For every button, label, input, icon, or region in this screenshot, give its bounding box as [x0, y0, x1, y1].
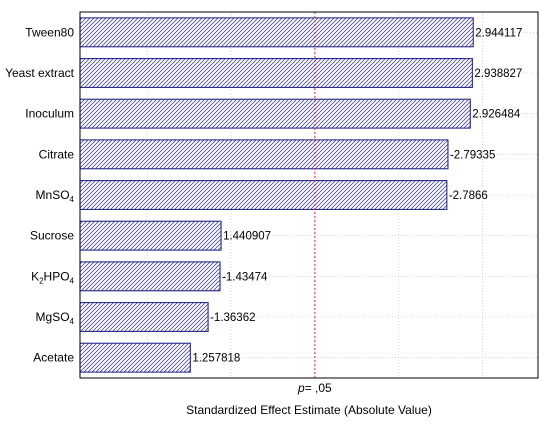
bars — [79, 17, 474, 373]
category-label: MnSO4 — [36, 188, 75, 204]
category-labels: Tween80 Yeast extract Inoculum Citrate MnSO4… — [5, 25, 75, 364]
plot-frame — [79, 11, 539, 379]
bar-mnso4 — [79, 180, 448, 210]
bar-k2hpo4 — [79, 261, 221, 292]
category-label: Sucrose — [30, 229, 74, 243]
data-label: 2.938827 — [474, 68, 522, 80]
bar-inoculum — [79, 98, 471, 129]
bar-tween80 — [79, 17, 474, 48]
data-label: 2.926484 — [472, 109, 521, 121]
bar-acetate — [79, 342, 191, 373]
data-label: -1.36362 — [210, 312, 255, 324]
bar-yeast-extract — [79, 58, 473, 88]
reference-line-group: p= ,05 — [297, 12, 332, 395]
bar-citrate — [79, 139, 449, 170]
category-label: Yeast extract — [5, 66, 75, 80]
x-axis-label: Standardized Effect Estimate (Absolute V… — [186, 403, 432, 417]
category-label: Tween80 — [25, 25, 74, 39]
data-label: -1.43474 — [222, 271, 268, 283]
category-label: Acetate — [33, 351, 74, 365]
category-label: K2HPO4 — [31, 269, 74, 285]
data-label: -2.7866 — [449, 190, 488, 202]
data-label: -2.79335 — [450, 149, 495, 161]
data-label: 1.440907 — [223, 231, 271, 243]
significance-label: p= ,05 — [297, 381, 332, 395]
data-label: 2.944117 — [475, 27, 522, 39]
category-label: Inoculum — [25, 107, 74, 121]
bar-mgso4 — [79, 302, 209, 332]
data-label: 1.257818 — [192, 353, 240, 365]
category-label: MgSO4 — [36, 310, 75, 326]
value-labels: 2.944117 2.938827 2.926484 -2.79335 -2.7866 1… — [192, 27, 522, 364]
category-label: Citrate — [39, 147, 75, 161]
bar-sucrose — [79, 220, 222, 251]
